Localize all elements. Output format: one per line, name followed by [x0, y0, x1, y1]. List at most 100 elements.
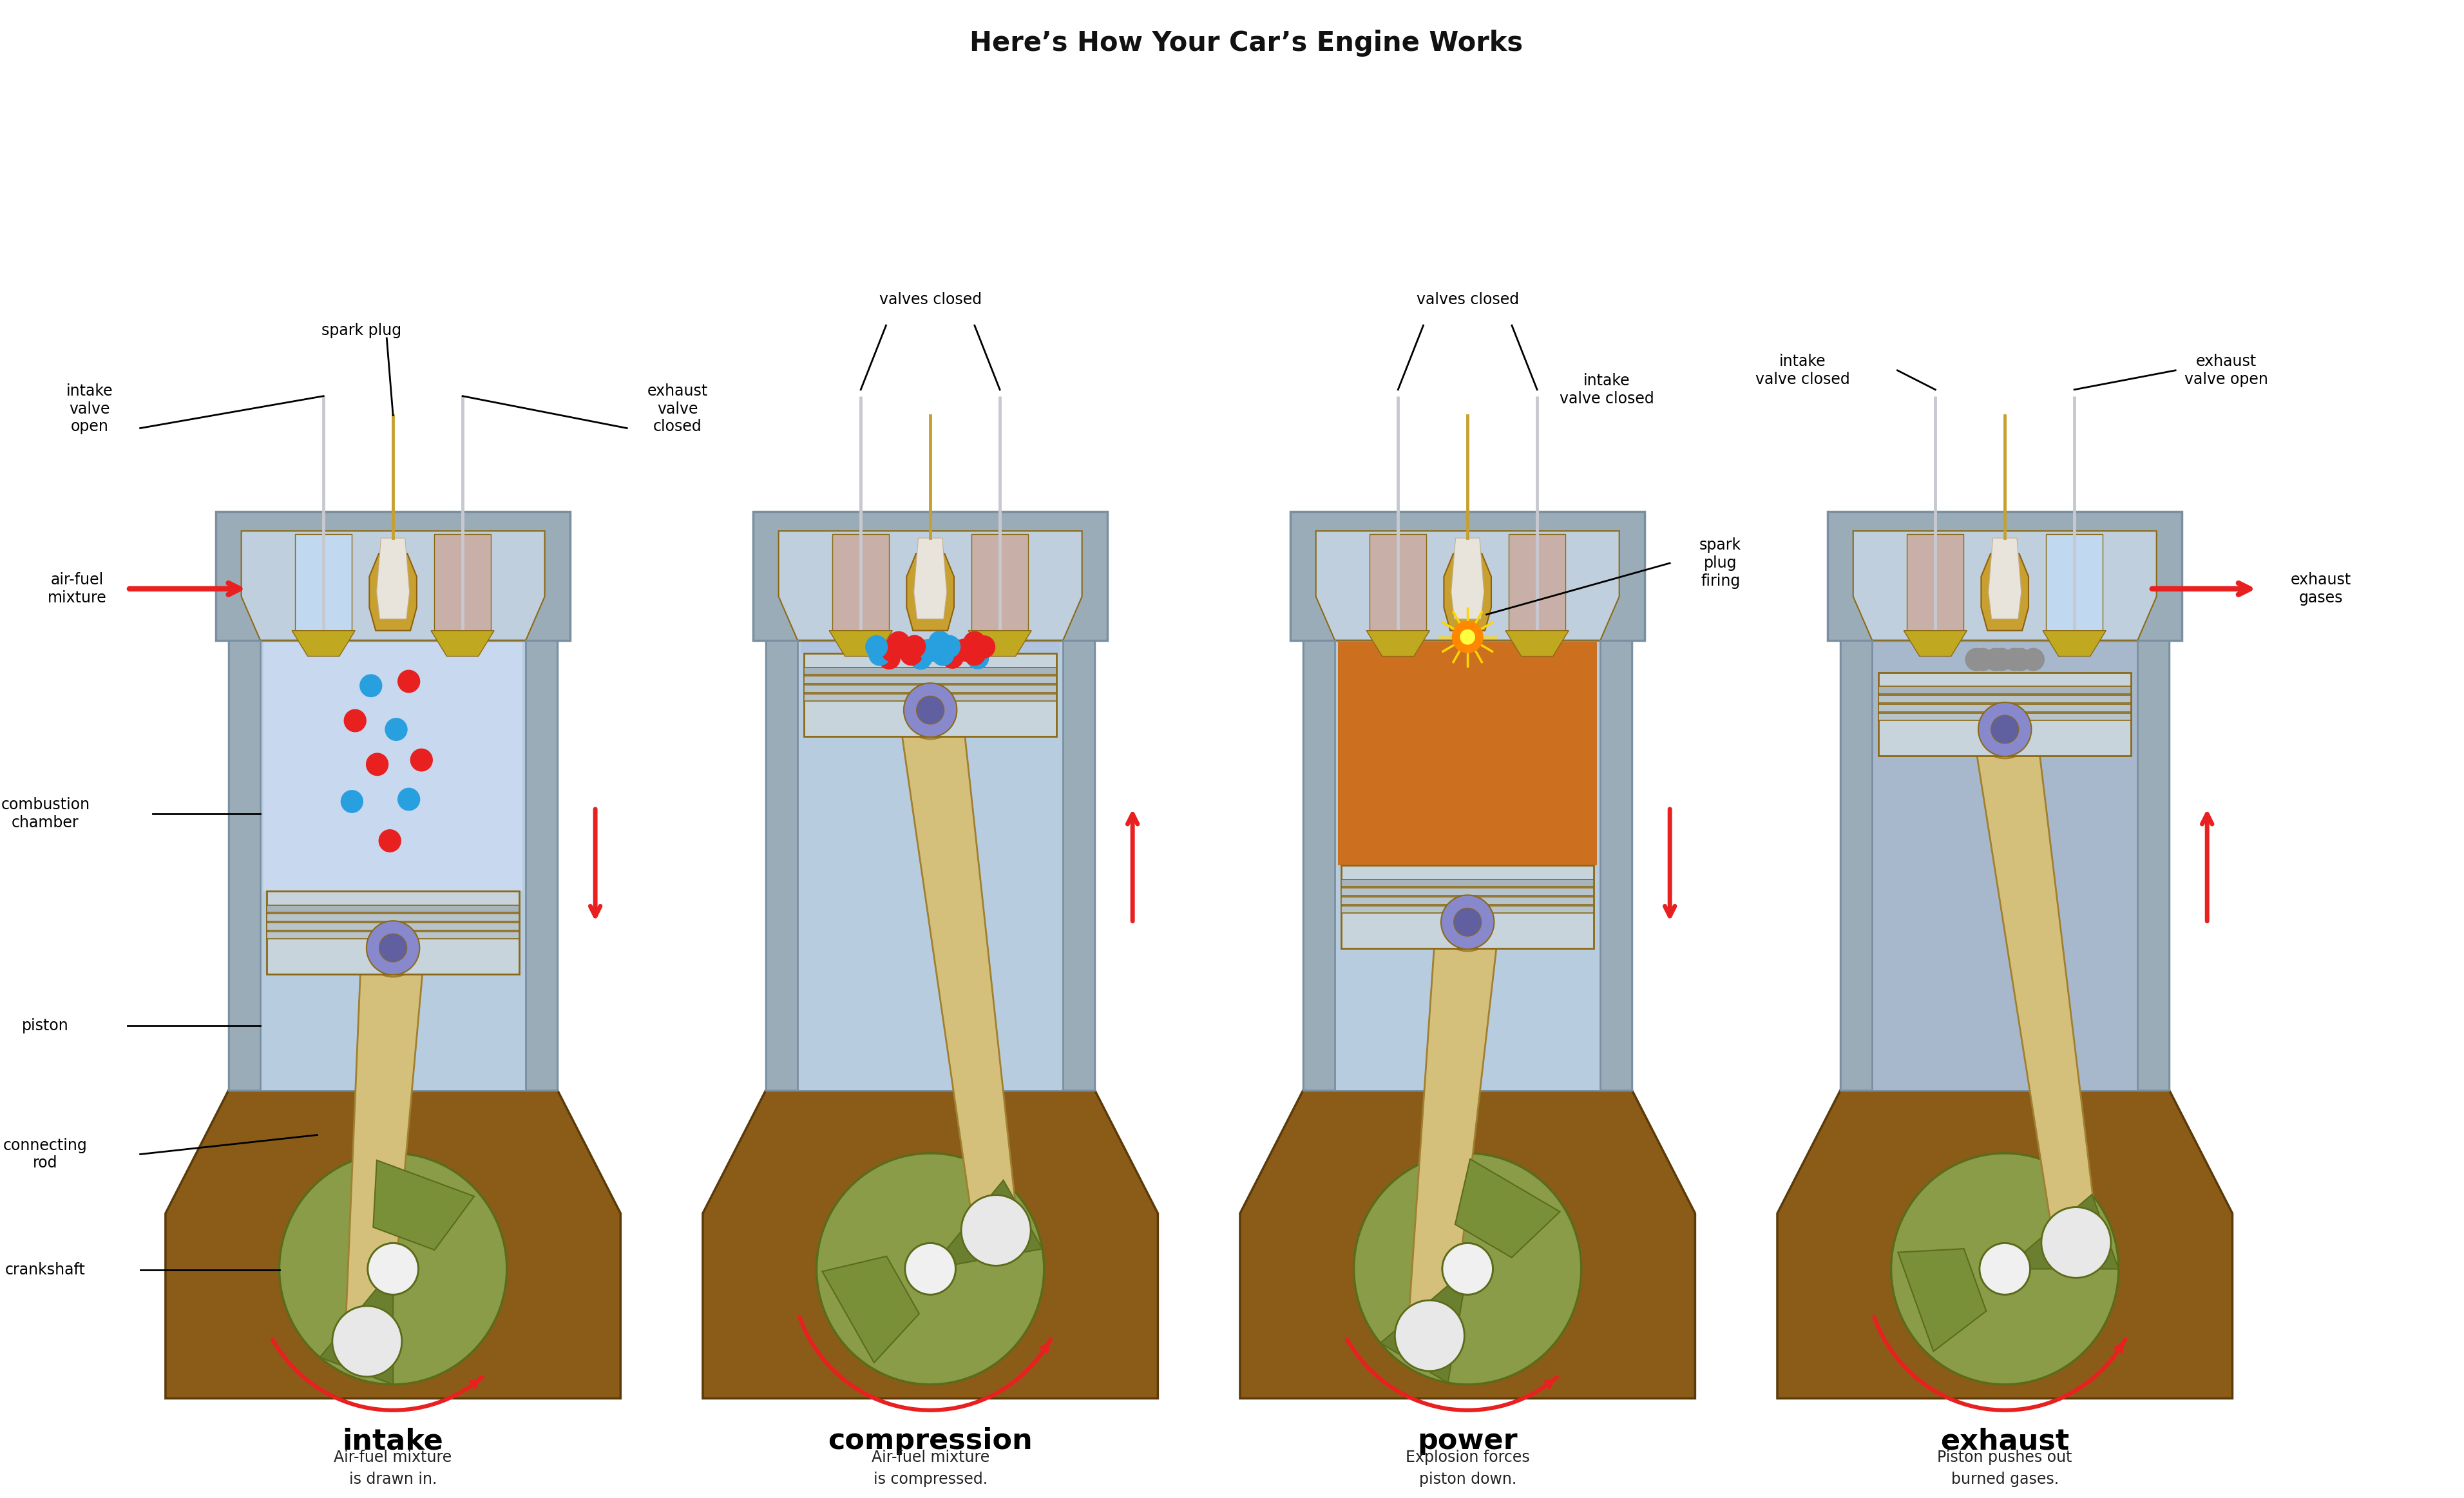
Circle shape: [367, 1243, 419, 1294]
Polygon shape: [1444, 553, 1491, 631]
Circle shape: [1454, 908, 1481, 936]
Polygon shape: [907, 553, 954, 631]
Circle shape: [939, 635, 961, 658]
Circle shape: [1441, 1243, 1493, 1294]
Polygon shape: [370, 553, 416, 631]
Circle shape: [2008, 649, 2033, 671]
Polygon shape: [1508, 535, 1565, 634]
Polygon shape: [2045, 535, 2102, 634]
Polygon shape: [266, 905, 520, 912]
Text: exhaust
gases: exhaust gases: [2292, 572, 2351, 605]
Circle shape: [367, 921, 419, 975]
Circle shape: [931, 643, 954, 667]
Polygon shape: [971, 535, 1027, 634]
Circle shape: [966, 646, 988, 670]
Polygon shape: [1340, 897, 1594, 905]
Circle shape: [365, 918, 421, 977]
Polygon shape: [766, 640, 798, 1091]
Text: Piston pushes out
burned gases.: Piston pushes out burned gases.: [1937, 1450, 2072, 1488]
Circle shape: [963, 631, 986, 655]
Polygon shape: [434, 535, 490, 634]
Polygon shape: [803, 653, 1057, 737]
Text: air-fuel
mixture: air-fuel mixture: [47, 572, 106, 605]
Polygon shape: [1506, 631, 1570, 656]
Polygon shape: [217, 512, 569, 640]
Polygon shape: [165, 1091, 621, 1399]
Circle shape: [1979, 1243, 2030, 1294]
Polygon shape: [1340, 866, 1594, 948]
Text: crankshaft: crankshaft: [5, 1263, 86, 1278]
Polygon shape: [1878, 713, 2131, 721]
Polygon shape: [1878, 686, 2131, 694]
Circle shape: [1353, 1153, 1582, 1384]
Circle shape: [887, 631, 909, 655]
Circle shape: [2023, 649, 2045, 671]
Polygon shape: [803, 685, 1057, 692]
Circle shape: [1395, 1300, 1464, 1371]
Circle shape: [1979, 703, 2030, 756]
Circle shape: [340, 789, 362, 813]
Circle shape: [1441, 896, 1493, 950]
Circle shape: [384, 718, 407, 742]
Circle shape: [961, 1195, 1030, 1266]
Polygon shape: [1878, 673, 2131, 756]
Circle shape: [919, 638, 941, 662]
Text: Air-fuel mixture
is drawn in.: Air-fuel mixture is drawn in.: [335, 1450, 451, 1488]
Polygon shape: [1316, 530, 1619, 640]
Circle shape: [973, 635, 995, 659]
Polygon shape: [798, 640, 1062, 1091]
Circle shape: [367, 1243, 419, 1294]
Text: exhaust: exhaust: [1939, 1428, 2070, 1455]
Circle shape: [1991, 649, 2013, 671]
Polygon shape: [2006, 1194, 2119, 1269]
Text: intake: intake: [342, 1428, 444, 1455]
Polygon shape: [229, 640, 557, 1091]
Circle shape: [961, 1195, 1030, 1266]
Polygon shape: [372, 1161, 473, 1249]
Polygon shape: [1878, 695, 2131, 703]
Circle shape: [902, 682, 958, 739]
Circle shape: [865, 635, 887, 658]
Polygon shape: [525, 640, 557, 1091]
Polygon shape: [1841, 640, 1873, 1091]
Polygon shape: [296, 535, 352, 634]
Polygon shape: [914, 538, 946, 619]
Polygon shape: [266, 914, 520, 921]
Polygon shape: [801, 640, 1060, 653]
Text: valves closed: valves closed: [1417, 292, 1518, 307]
Text: compression: compression: [828, 1428, 1032, 1455]
Text: Air-fuel mixture
is compressed.: Air-fuel mixture is compressed.: [872, 1450, 991, 1488]
Text: power: power: [1417, 1428, 1518, 1455]
Text: intake
valve
open: intake valve open: [67, 383, 113, 434]
Circle shape: [397, 788, 421, 810]
Polygon shape: [1981, 553, 2028, 631]
Circle shape: [899, 643, 922, 665]
Polygon shape: [1338, 640, 1597, 866]
Polygon shape: [754, 512, 1106, 640]
Circle shape: [342, 709, 367, 733]
Circle shape: [867, 643, 892, 665]
Circle shape: [904, 1243, 956, 1294]
Polygon shape: [803, 667, 1057, 674]
Polygon shape: [229, 640, 261, 1091]
Circle shape: [909, 647, 931, 670]
Polygon shape: [264, 640, 522, 891]
Polygon shape: [2139, 640, 2168, 1091]
Circle shape: [904, 635, 926, 658]
Polygon shape: [2043, 631, 2107, 656]
Polygon shape: [1897, 1249, 1986, 1351]
Polygon shape: [266, 932, 520, 939]
Text: spark
plug
firing: spark plug firing: [1700, 538, 1742, 589]
Circle shape: [360, 674, 382, 697]
Polygon shape: [833, 535, 890, 634]
Polygon shape: [345, 945, 424, 1342]
Circle shape: [333, 1306, 402, 1377]
Polygon shape: [779, 530, 1082, 640]
Circle shape: [2003, 649, 2025, 671]
Polygon shape: [1303, 640, 1335, 1091]
Polygon shape: [899, 706, 1018, 1233]
Text: piston: piston: [22, 1019, 69, 1034]
Polygon shape: [1062, 640, 1094, 1091]
Polygon shape: [1853, 530, 2156, 640]
Circle shape: [882, 640, 904, 662]
